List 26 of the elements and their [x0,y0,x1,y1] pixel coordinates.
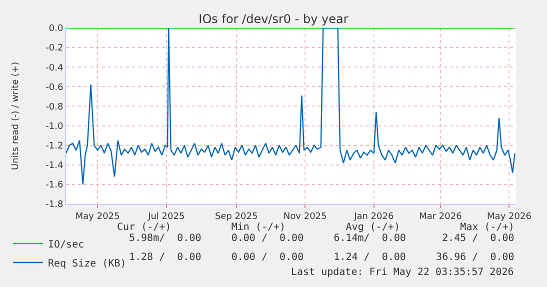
x-tick-label: May 2025 [75,212,120,222]
y-tick-label: -1.4 [46,161,64,172]
y-tick-label: -1.6 [46,180,64,191]
y-axis-title: Units read (-) / write (+) [11,62,21,170]
text: 5.98m/ 0.00 0.00 / 0.00 6.14m/ 0.00 2.45 / 0.00 [129,233,514,244]
y-tick-label: -1.2 [46,141,64,152]
x-tick-label: Jan 2026 [353,212,394,222]
x-tick-label: May 2026 [487,212,532,222]
y-tick-label: -0.4 [46,63,64,74]
x-tick-label: Jul 2025 [147,212,185,222]
line-series [66,28,516,186]
y-tick-label: -0.2 [46,44,64,54]
x-tick-label: Nov 2025 [283,212,327,222]
text: Last update: Fri May 22 03:35:57 2026 [291,267,514,278]
legend-label: Req Size (KB) [48,258,126,270]
y-tick-label: -1.0 [46,122,64,132]
x-tick-label: Sep 2025 [214,212,258,222]
x-tick-label: Mar 2026 [419,212,462,222]
text: 1.28 / 0.00 0.00 / 0.00 1.24 / 0.00 36.96 / 0.00 [129,252,514,263]
text: Cur (-/+) Min (-/+) Avg (-/+) Max (-/+) [117,222,514,233]
y-tick-label: 0.0 [48,24,64,34]
y-tick-label: -0.8 [46,102,64,112]
y-tick-label: -1.8 [46,200,64,210]
legend-label: IO/sec [48,239,84,250]
chart-title: IOs for /dev/sr0 - by year [198,12,348,26]
y-tick-label: -0.6 [46,82,64,93]
